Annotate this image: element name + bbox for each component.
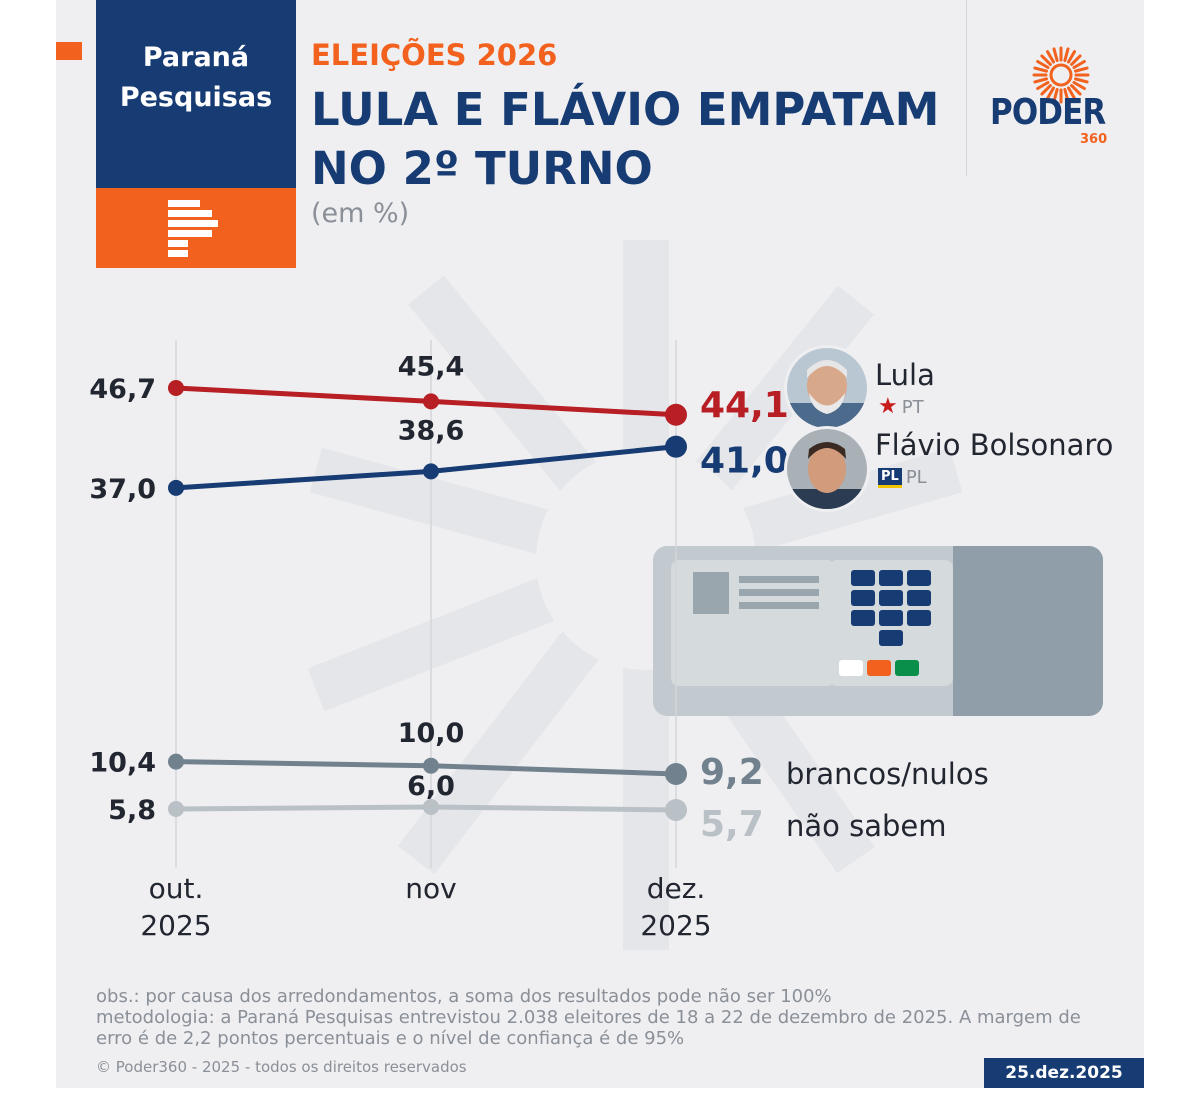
- line-chart: out. 2025 nov dez. 2025 46,7 45,4 44,1 37,0 38,6 4…: [89, 340, 989, 942]
- date-badge: 25.dez.2025: [984, 1058, 1144, 1088]
- data-point: [168, 380, 184, 396]
- pt-star-icon: ★: [878, 394, 898, 419]
- sun-ray: [1033, 66, 1049, 73]
- data-label: 10,4: [89, 748, 156, 779]
- sun-ray: [1073, 77, 1089, 84]
- data-label: 5,8: [108, 795, 156, 826]
- party-pt: ★ PT: [878, 396, 924, 418]
- voting-machine-icon: [653, 546, 1103, 716]
- data-label-end: 41,0: [700, 441, 789, 482]
- series-label: não sabem: [786, 809, 947, 843]
- party-label-pl: PL: [905, 467, 927, 488]
- x-tick-label: nov: [405, 872, 456, 905]
- data-label: 10,0: [398, 718, 465, 749]
- data-point: [168, 479, 184, 496]
- kicker: ELEIÇÕES 2026: [311, 38, 558, 72]
- voting-machine-illustration: [653, 546, 1105, 722]
- sun-ray: [1036, 60, 1050, 69]
- sun-ray: [1046, 86, 1055, 100]
- lula-photo-icon: [787, 348, 867, 428]
- data-label: 38,6: [398, 415, 465, 446]
- data-point: [665, 435, 687, 458]
- candidate-name-flavio: Flávio Bolsonaro: [875, 428, 1114, 462]
- page-title: LULA E FLÁVIO EMPATAM NO 2º TURNO: [311, 80, 951, 198]
- sun-ray: [1070, 54, 1082, 66]
- sun-ray: [1067, 86, 1076, 100]
- x-tick-label: 2025: [640, 909, 711, 942]
- sun-ray: [1033, 77, 1049, 84]
- x-tick-label: out.: [149, 872, 204, 905]
- data-point: [423, 798, 439, 815]
- sun-ray: [1036, 81, 1050, 90]
- sun-ray: [1072, 81, 1086, 90]
- data-point: [423, 757, 439, 774]
- party-label-pt: PT: [901, 396, 924, 418]
- data-label: 37,0: [89, 474, 156, 505]
- data-label: 6,0: [407, 771, 455, 802]
- sun-ray: [1067, 50, 1076, 64]
- header-divider: [966, 0, 967, 176]
- lula-avatar: [784, 345, 870, 431]
- sun-ray: [1052, 47, 1059, 63]
- sun-ray: [1040, 54, 1052, 66]
- copyright: © Poder360 - 2025 - todos os direitos re…: [96, 1058, 467, 1076]
- data-point: [665, 763, 687, 786]
- sun-ray: [1063, 47, 1070, 63]
- data-point: [665, 799, 687, 822]
- flavio-avatar: [784, 426, 870, 512]
- poder360-sun-icon: [1032, 46, 1090, 104]
- pl-logo-icon: PL: [878, 467, 902, 488]
- brand-line1: Paraná: [142, 42, 250, 73]
- data-point: [168, 801, 184, 817]
- headline-line2: NO 2º TURNO: [311, 142, 653, 195]
- infographic-card: Paraná Pesquisas ELEIÇÕES 2026 LULA E FL…: [56, 0, 1144, 1088]
- headline-line1: LULA E FLÁVIO EMPATAM: [311, 83, 940, 136]
- data-label-end: 9,2: [700, 752, 764, 793]
- data-point: [423, 393, 439, 410]
- note-obs: obs.: por causa dos arredondamentos, a s…: [96, 986, 832, 1007]
- party-pl: PL PL: [878, 467, 927, 488]
- data-label-end: 44,1: [700, 385, 789, 426]
- unit-label: (em %): [311, 198, 410, 229]
- data-label: 46,7: [89, 374, 156, 405]
- series-label: brancos/nulos: [786, 757, 989, 791]
- sun-ray: [1070, 84, 1082, 96]
- x-tick-label: dez.: [647, 872, 706, 905]
- note-methodology: metodologia: a Paraná Pesquisas entrevis…: [96, 1007, 1081, 1049]
- data-point: [423, 463, 439, 480]
- sun-ray: [1052, 87, 1059, 103]
- sun-ray: [1063, 87, 1070, 103]
- sun-ray: [1040, 84, 1052, 96]
- data-label-end: 5,7: [700, 804, 764, 845]
- poder-number: 360: [1080, 132, 1108, 147]
- flavio-photo-icon: [787, 429, 867, 509]
- parana-p-icon: [168, 200, 218, 257]
- x-tick-label: 2025: [140, 909, 211, 942]
- parana-pesquisas-logo: Paraná Pesquisas: [96, 0, 296, 268]
- candidate-name-lula: Lula: [875, 358, 935, 392]
- data-point: [168, 753, 184, 770]
- data-point: [665, 403, 687, 426]
- brand-line2: Pesquisas: [119, 82, 273, 113]
- sun-ray: [1072, 60, 1086, 69]
- sun-ray: [1073, 66, 1089, 73]
- poder-wordmark: PODER: [990, 92, 1106, 133]
- corner-accent: [56, 42, 82, 60]
- data-label: 45,4: [398, 351, 465, 382]
- notes: obs.: por causa dos arredondamentos, a s…: [96, 986, 1096, 1049]
- sun-ray: [1046, 50, 1055, 64]
